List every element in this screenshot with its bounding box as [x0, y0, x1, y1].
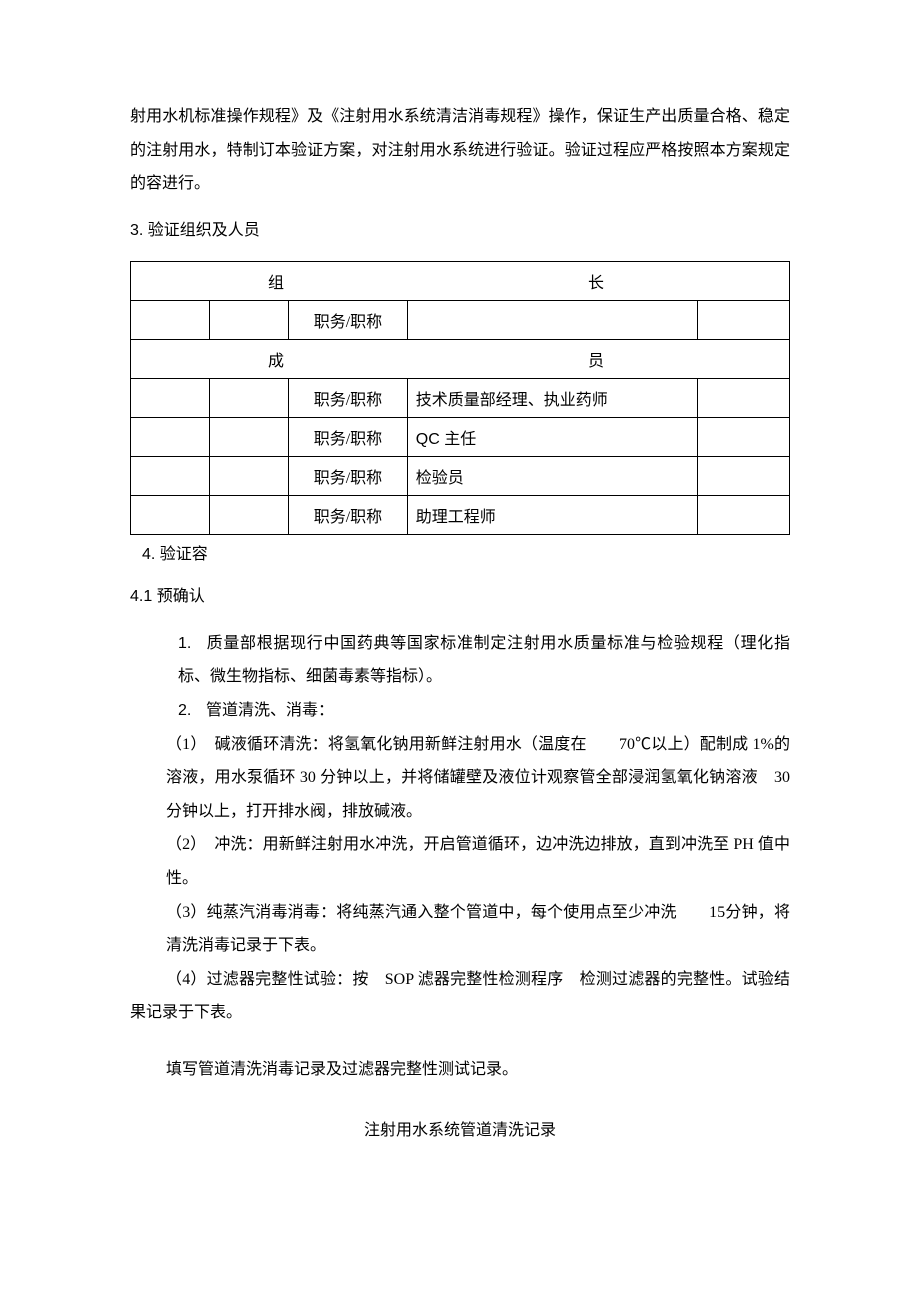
table-row: 职务/职称 QC 主任 — [131, 417, 790, 456]
list-item-1-text: 质量部根据现行中国药典等国家标准制定注射用水质量标准与检验规程（理化指标、微生物… — [178, 635, 790, 686]
table-cell — [210, 300, 289, 339]
sub-item-1: （1） 碱液循环清洗：将氢氧化钠用新鲜注射用水（温度在 70℃以上）配制成 1%… — [130, 728, 790, 829]
table-cell — [697, 300, 789, 339]
table-cell-value — [407, 300, 697, 339]
section-4-1-number: 4.1 — [130, 588, 152, 605]
table-header-member: 成 员 — [131, 339, 790, 378]
table-cell-label: 职务/职称 — [289, 378, 408, 417]
table-cell-label: 职务/职称 — [289, 300, 408, 339]
table-header-leader: 组 长 — [131, 261, 790, 300]
section-3-number: 3. — [130, 222, 143, 239]
table-row: 职务/职称 检验员 — [131, 456, 790, 495]
table-cell — [697, 456, 789, 495]
section-3-title: 验证组织及人员 — [148, 222, 260, 239]
table-header-member-cell: 成 员 — [131, 339, 790, 378]
list-item-1: 1.质量部根据现行中国药典等国家标准制定注射用水质量标准与检验规程（理化指标、微… — [178, 627, 790, 694]
table-cell-label: 职务/职称 — [289, 456, 408, 495]
table-cell — [697, 378, 789, 417]
table-cell-label: 职务/职称 — [289, 417, 408, 456]
table-row: 职务/职称 技术质量部经理、执业药师 — [131, 378, 790, 417]
organization-table: 组 长 职务/职称 成 员 职务/职称 技术质量部经理、执业药师 职务/职称 Q… — [130, 261, 790, 535]
table-row: 职务/职称 — [131, 300, 790, 339]
table-cell — [210, 378, 289, 417]
record-title: 注射用水系统管道清洗记录 — [130, 1116, 790, 1140]
list-item-1-number: 1. — [178, 627, 206, 661]
table-cell — [210, 456, 289, 495]
sub-item-2: （2） 冲洗：用新鲜注射用水冲洗，开启管道循环，边冲洗边排放，直到冲洗至 PH … — [130, 828, 790, 895]
table-cell-value: 技术质量部经理、执业药师 — [407, 378, 697, 417]
list-item-2-text: 管道清洗、消毒： — [206, 702, 334, 719]
list-item-2: 2.管道清洗、消毒： — [178, 694, 790, 728]
table-cell — [131, 456, 210, 495]
table-cell — [131, 378, 210, 417]
table-cell — [131, 300, 210, 339]
table-cell-value: 检验员 — [407, 456, 697, 495]
table-cell — [697, 495, 789, 534]
table-header-leader-cell: 组 长 — [131, 261, 790, 300]
section-3-heading: 3. 验证组织及人员 — [130, 215, 790, 247]
list-item-2-number: 2. — [178, 694, 206, 728]
sub-item-4: （4）过滤器完整性试验：按 SOP 滤器完整性检测程序 检测过滤器的完整性。试验… — [130, 963, 790, 1030]
ordered-list: 1.质量部根据现行中国药典等国家标准制定注射用水质量标准与检验规程（理化指标、微… — [130, 627, 790, 728]
sub-item-3: （3）纯蒸汽消毒消毒：将纯蒸汽通入整个管道中，每个使用点至少冲洗 15分钟，将清… — [130, 896, 790, 963]
table-cell — [697, 417, 789, 456]
fill-instruction: 填写管道清洗消毒记录及过滤器完整性测试记录。 — [166, 1054, 790, 1086]
intro-paragraph: 射用水机标准操作规程》及《注射用水系统清洁消毒规程》操作，保证生产出质量合格、稳… — [130, 100, 790, 201]
table-cell — [131, 495, 210, 534]
table-cell — [210, 417, 289, 456]
section-4-number: 4. — [142, 546, 155, 563]
table-cell — [131, 417, 210, 456]
table-row: 职务/职称 助理工程师 — [131, 495, 790, 534]
section-4-1-heading: 4.1 预确认 — [130, 581, 790, 613]
section-4-heading: 4. 验证容 — [142, 539, 790, 571]
table-cell-value: 助理工程师 — [407, 495, 697, 534]
section-4-1-title: 预确认 — [157, 588, 205, 605]
table-cell — [210, 495, 289, 534]
document-page: 射用水机标准操作规程》及《注射用水系统清洁消毒规程》操作，保证生产出质量合格、稳… — [0, 0, 920, 1200]
table-cell-value: QC 主任 — [407, 417, 697, 456]
section-4-title: 验证容 — [160, 546, 208, 563]
table-cell-label: 职务/职称 — [289, 495, 408, 534]
